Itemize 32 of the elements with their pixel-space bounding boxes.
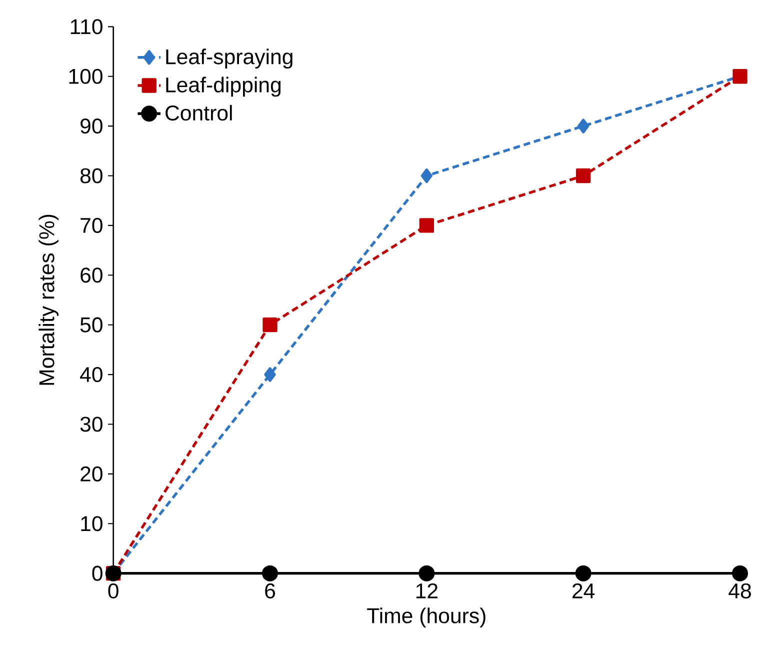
x-tick-label: 6 xyxy=(265,583,275,598)
y-tick-label: 80 xyxy=(80,168,102,184)
y-tick-label: 50 xyxy=(80,317,102,332)
legend-label: Control xyxy=(166,104,232,121)
y-tick-label: 10 xyxy=(81,516,102,532)
x-tick-label: 12 xyxy=(416,583,438,598)
legend-label: Leaf-spraying xyxy=(166,48,292,69)
y-tick-label: 0 xyxy=(92,566,102,581)
y-tick-label: 100 xyxy=(69,68,102,84)
x-tick-label: 24 xyxy=(572,583,595,598)
point xyxy=(264,367,276,382)
y-tick-label: 30 xyxy=(80,416,102,432)
point xyxy=(262,318,278,332)
y-tick-label: 90 xyxy=(80,118,102,134)
y-tick-label: 40 xyxy=(80,367,102,382)
point xyxy=(576,168,591,184)
point xyxy=(419,218,434,233)
point xyxy=(420,168,433,184)
point xyxy=(418,565,435,582)
y-tick-label: 20 xyxy=(80,466,102,482)
y-tick-label: 60 xyxy=(80,268,102,283)
y-axis-title: Mortality rates (%) xyxy=(38,214,59,385)
point xyxy=(578,118,590,134)
x-tick-label: 48 xyxy=(728,583,751,598)
x-axis-title: Time (hours) xyxy=(367,608,486,628)
point xyxy=(732,565,748,582)
point xyxy=(575,565,592,582)
y-tick-label: 110 xyxy=(70,19,102,34)
x-tick-label: 0 xyxy=(108,583,118,598)
legend-label: Leaf-dipping xyxy=(166,76,281,97)
point xyxy=(262,565,278,582)
y-tick-label: 70 xyxy=(80,218,102,234)
